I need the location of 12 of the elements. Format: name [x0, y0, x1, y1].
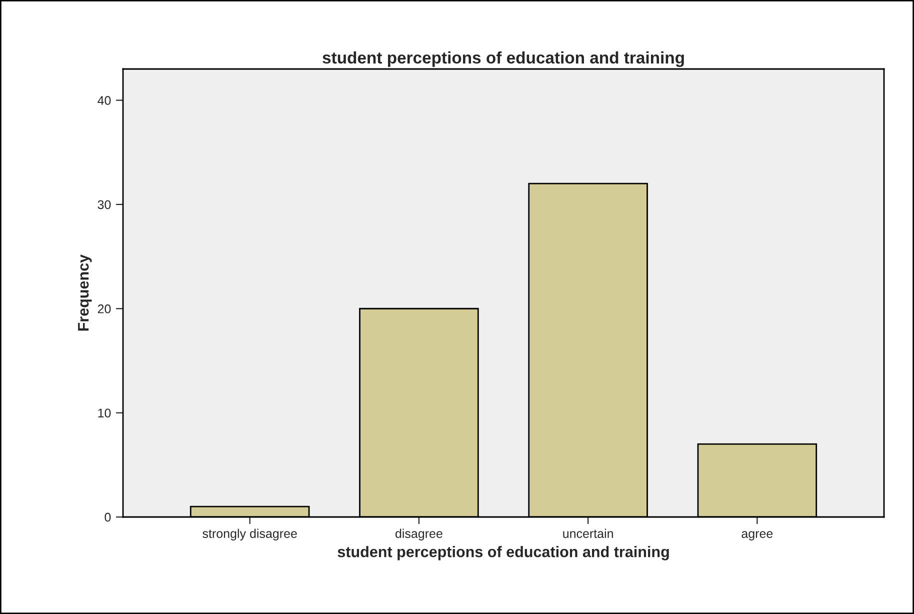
x-axis-title: student perceptions of education and training — [338, 546, 669, 560]
y-axis-title: Frequency — [78, 254, 92, 331]
x-tick-label: uncertain — [563, 528, 613, 538]
y-tick-label: 0 — [104, 512, 111, 522]
y-tick-label: 20 — [98, 304, 111, 314]
y-tick-label: 10 — [98, 408, 111, 418]
x-tick-label: strongly disagree — [202, 528, 297, 540]
y-tick-label: 30 — [98, 200, 111, 210]
x-tick-label: disagree — [395, 528, 442, 540]
y-tick-label: 40 — [98, 96, 111, 105]
x-tick-label: agree — [742, 531, 773, 540]
chart-title: student perceptions of education and training — [322, 51, 684, 67]
